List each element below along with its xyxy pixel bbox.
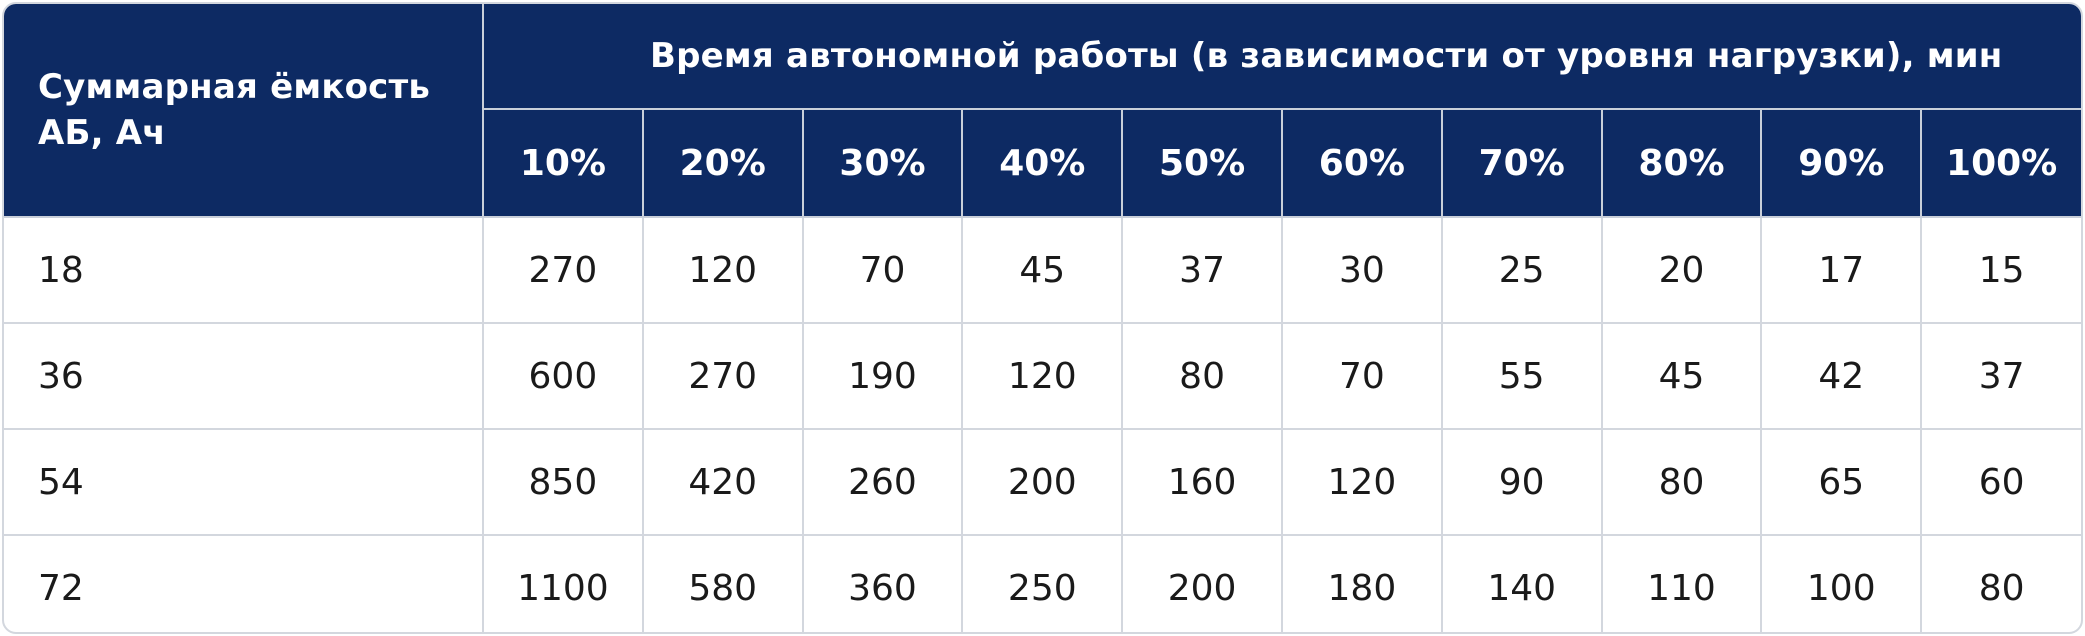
runtime-cell: 37 (1920, 322, 2081, 430)
load-level-header: 70% (1440, 108, 1603, 218)
runtime-cell: 600 (482, 322, 644, 430)
load-level-header: 30% (801, 108, 964, 218)
table-row: 54 850 420 260 200 160 120 90 80 65 60 (4, 428, 2081, 536)
load-level-header: 20% (641, 108, 804, 218)
load-level-header: 10% (482, 108, 644, 218)
capacity-cell: 54 (4, 428, 484, 536)
load-level-header: 100% (1920, 108, 2081, 218)
runtime-cell: 270 (641, 322, 804, 430)
capacity-column-header: Суммарная ёмкость АБ, Ач (4, 4, 484, 218)
runtime-cell: 270 (482, 216, 644, 324)
header-row-load-levels: 10% 20% 30% 40% 50% 60% 70% 80% 90% 100% (4, 108, 2081, 218)
runtime-cell: 1100 (482, 534, 644, 632)
table-row: 36 600 270 190 120 80 70 55 45 42 37 (4, 322, 2081, 430)
runtime-cell: 65 (1760, 428, 1923, 536)
runtime-cell: 140 (1440, 534, 1603, 632)
runtime-cell: 100 (1760, 534, 1923, 632)
load-level-header: 90% (1760, 108, 1923, 218)
runtime-cell: 55 (1440, 322, 1603, 430)
runtime-cell: 260 (801, 428, 964, 536)
runtime-cell: 30 (1280, 216, 1443, 324)
load-level-header: 40% (961, 108, 1124, 218)
runtime-cell: 120 (961, 322, 1124, 430)
runtime-cell: 70 (1280, 322, 1443, 430)
runtime-cell: 90 (1440, 428, 1603, 536)
battery-runtime-table: Суммарная ёмкость АБ, Ач Время автономно… (4, 4, 2081, 632)
runtime-cell: 17 (1760, 216, 1923, 324)
runtime-cell: 200 (1121, 534, 1283, 632)
table-row: 72 1100 580 360 250 200 180 140 110 100 … (4, 534, 2081, 632)
runtime-cell: 190 (801, 322, 964, 430)
table-body: 18 270 120 70 45 37 30 25 20 17 15 36 60… (4, 216, 2081, 632)
runtime-cell: 60 (1920, 428, 2081, 536)
runtime-cell: 120 (1280, 428, 1443, 536)
load-level-header: 50% (1121, 108, 1283, 218)
runtime-cell: 360 (801, 534, 964, 632)
runtime-cell: 45 (961, 216, 1124, 324)
runtime-cell: 37 (1121, 216, 1283, 324)
runtime-cell: 80 (1600, 428, 1763, 536)
runtime-cell: 20 (1600, 216, 1763, 324)
load-level-header: 80% (1600, 108, 1763, 218)
runtime-cell: 80 (1920, 534, 2081, 632)
runtime-cell: 420 (641, 428, 804, 536)
capacity-cell: 72 (4, 534, 484, 632)
table-header: Суммарная ёмкость АБ, Ач Время автономно… (4, 4, 2081, 218)
table-row: 18 270 120 70 45 37 30 25 20 17 15 (4, 216, 2081, 324)
runtime-cell: 15 (1920, 216, 2081, 324)
runtime-cell: 250 (961, 534, 1124, 632)
runtime-cell: 45 (1600, 322, 1763, 430)
runtime-cell: 850 (482, 428, 644, 536)
load-level-header: 60% (1280, 108, 1443, 218)
runtime-cell: 25 (1440, 216, 1603, 324)
runtime-cell: 200 (961, 428, 1124, 536)
runtime-cell: 160 (1121, 428, 1283, 536)
runtime-cell: 180 (1280, 534, 1443, 632)
capacity-cell: 36 (4, 322, 484, 430)
runtime-group-header: Время автономной работы (в зависимости о… (481, 4, 2081, 110)
runtime-cell: 70 (801, 216, 964, 324)
runtime-cell: 120 (641, 216, 804, 324)
runtime-cell: 80 (1121, 322, 1283, 430)
runtime-cell: 110 (1600, 534, 1763, 632)
runtime-cell: 42 (1760, 322, 1923, 430)
runtime-cell: 580 (641, 534, 804, 632)
capacity-cell: 18 (4, 216, 484, 324)
header-row-group: Суммарная ёмкость АБ, Ач Время автономно… (4, 4, 2081, 218)
